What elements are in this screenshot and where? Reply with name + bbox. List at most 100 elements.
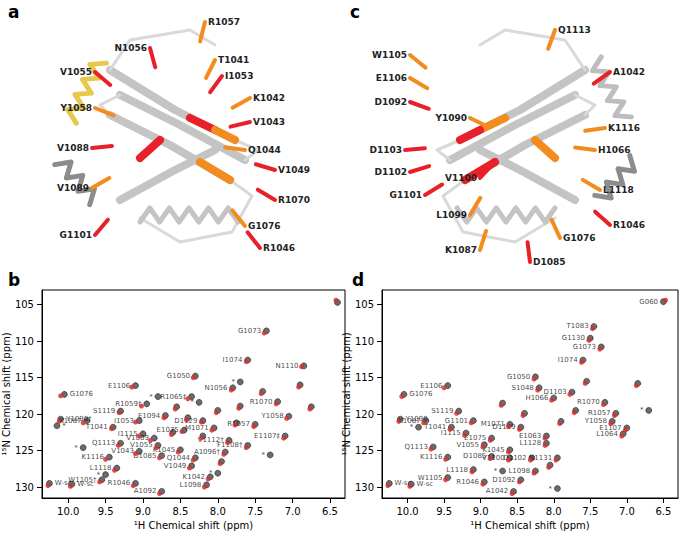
svg-text:I1074: I1074 xyxy=(558,356,578,364)
svg-text:N1056: N1056 xyxy=(114,43,147,53)
svg-text:b: b xyxy=(8,270,20,290)
svg-text:*: * xyxy=(62,422,66,430)
svg-text:R1057: R1057 xyxy=(208,17,240,27)
svg-text:K1087: K1087 xyxy=(445,245,477,255)
svg-text:V1055: V1055 xyxy=(60,67,92,77)
svg-text:7.0: 7.0 xyxy=(285,506,301,517)
svg-text:¹H Chemical shift (ppm): ¹H Chemical shift (ppm) xyxy=(470,520,589,531)
svg-text:V1049: V1049 xyxy=(164,462,187,470)
svg-text:R1070: R1070 xyxy=(577,398,600,406)
svg-text:I1074: I1074 xyxy=(223,356,243,364)
svg-text:6.5: 6.5 xyxy=(655,506,671,517)
svg-text:G1076: G1076 xyxy=(563,233,595,243)
svg-text:10.0: 10.0 xyxy=(57,506,79,517)
svg-text:*: * xyxy=(209,469,213,477)
svg-text:S1119: S1119 xyxy=(431,407,453,415)
svg-text:*: * xyxy=(494,467,498,475)
svg-text:M1071: M1071 xyxy=(185,424,209,432)
svg-text:E1106: E1106 xyxy=(108,382,131,390)
svg-text:T1041: T1041 xyxy=(218,55,249,65)
svg-text:K1042: K1042 xyxy=(253,93,285,103)
svg-text:6.5: 6.5 xyxy=(322,506,338,517)
svg-text:K1042: K1042 xyxy=(183,473,205,481)
svg-text:A1092: A1092 xyxy=(134,487,157,495)
svg-text:8.5: 8.5 xyxy=(172,506,188,517)
svg-text:8.0: 8.0 xyxy=(210,506,226,517)
svg-text:L1128: L1128 xyxy=(519,439,541,447)
svg-text:130: 130 xyxy=(355,482,374,493)
svg-text:8.0: 8.0 xyxy=(546,506,562,517)
svg-text:E1106: E1106 xyxy=(376,73,407,83)
svg-text:Q1113: Q1113 xyxy=(92,439,115,447)
svg-text:D1092: D1092 xyxy=(374,97,407,107)
svg-text:E1094: E1094 xyxy=(138,412,161,420)
svg-text:V1049: V1049 xyxy=(278,165,310,175)
svg-text:G1050: G1050 xyxy=(507,373,530,381)
svg-text:D1102: D1102 xyxy=(503,454,526,462)
svg-text:E1075: E1075 xyxy=(157,426,179,434)
svg-text:R1046: R1046 xyxy=(108,479,131,487)
svg-text:L1099: L1099 xyxy=(436,210,467,220)
svg-text:*: * xyxy=(74,444,78,452)
svg-text:L1064: L1064 xyxy=(596,430,618,438)
svg-text:¹⁵N Chemical shift (ppm): ¹⁵N Chemical shift (ppm) xyxy=(341,332,352,455)
svg-text:L1098: L1098 xyxy=(508,467,530,475)
svg-text:A1042: A1042 xyxy=(486,487,509,495)
svg-text:R1046: R1046 xyxy=(263,243,295,253)
svg-text:G1101: G1101 xyxy=(445,417,468,425)
svg-text:130: 130 xyxy=(15,482,34,493)
svg-text:I1053: I1053 xyxy=(114,417,134,425)
svg-text:E1107‡: E1107‡ xyxy=(254,432,280,440)
svg-text:120: 120 xyxy=(15,409,34,420)
svg-text:9.5: 9.5 xyxy=(436,506,452,517)
svg-text:Q1113: Q1113 xyxy=(405,443,428,451)
svg-text:R1046: R1046 xyxy=(456,478,479,486)
svg-text:105: 105 xyxy=(15,299,34,310)
svg-text:V1043: V1043 xyxy=(253,117,285,127)
svg-text:G1076: G1076 xyxy=(409,390,433,398)
svg-text:*: * xyxy=(231,378,235,386)
svg-text:R1057: R1057 xyxy=(588,409,611,417)
svg-text:G1073: G1073 xyxy=(238,327,261,335)
svg-text:D1103: D1103 xyxy=(369,145,402,155)
svg-text:d: d xyxy=(352,270,364,290)
svg-text:K1116: K1116 xyxy=(608,123,640,133)
svg-text:7.0: 7.0 xyxy=(619,506,635,517)
svg-text:L1118: L1118 xyxy=(446,466,468,474)
svg-text:V1043: V1043 xyxy=(111,447,134,455)
svg-text:W-sc: W-sc xyxy=(77,480,94,488)
svg-text:120: 120 xyxy=(355,409,374,420)
svg-text:9.0: 9.0 xyxy=(473,506,489,517)
svg-text:c: c xyxy=(350,2,360,22)
svg-text:R1057: R1057 xyxy=(227,420,250,428)
svg-text:R1070: R1070 xyxy=(250,398,273,406)
svg-text:Q1113: Q1113 xyxy=(558,25,591,35)
svg-text:125: 125 xyxy=(15,445,34,456)
svg-text:*: * xyxy=(97,471,101,479)
svg-text:S1048: S1048 xyxy=(512,384,534,392)
svg-text:115: 115 xyxy=(15,372,34,383)
svg-text:a: a xyxy=(8,2,19,22)
svg-text:L1118: L1118 xyxy=(603,185,634,195)
svg-text:D1085: D1085 xyxy=(133,452,156,460)
svg-text:D1092: D1092 xyxy=(492,476,515,484)
svg-text:D1102: D1102 xyxy=(374,167,407,177)
svg-text:¹H Chemical shift (ppm): ¹H Chemical shift (ppm) xyxy=(134,520,253,531)
svg-text:G1101: G1101 xyxy=(60,230,92,240)
svg-text:W-sc: W-sc xyxy=(417,480,434,488)
svg-text:*: * xyxy=(190,398,194,406)
svg-text:V1088: V1088 xyxy=(57,143,89,153)
svg-text:7.5: 7.5 xyxy=(582,506,598,517)
svg-text:110: 110 xyxy=(15,336,34,347)
svg-text:Q1044: Q1044 xyxy=(167,454,191,462)
svg-text:W1105: W1105 xyxy=(372,50,407,60)
svg-text:G1130: G1130 xyxy=(562,334,585,342)
svg-text:Y1058: Y1058 xyxy=(260,412,283,420)
svg-text:*: * xyxy=(410,423,414,431)
svg-text:T1041: T1041 xyxy=(85,423,108,431)
svg-text:G1076: G1076 xyxy=(70,390,94,398)
svg-text:G1101: G1101 xyxy=(390,190,422,200)
svg-text:H1066: H1066 xyxy=(598,145,631,155)
svg-text:V1089: V1089 xyxy=(57,183,89,193)
svg-text:8.5: 8.5 xyxy=(509,506,525,517)
